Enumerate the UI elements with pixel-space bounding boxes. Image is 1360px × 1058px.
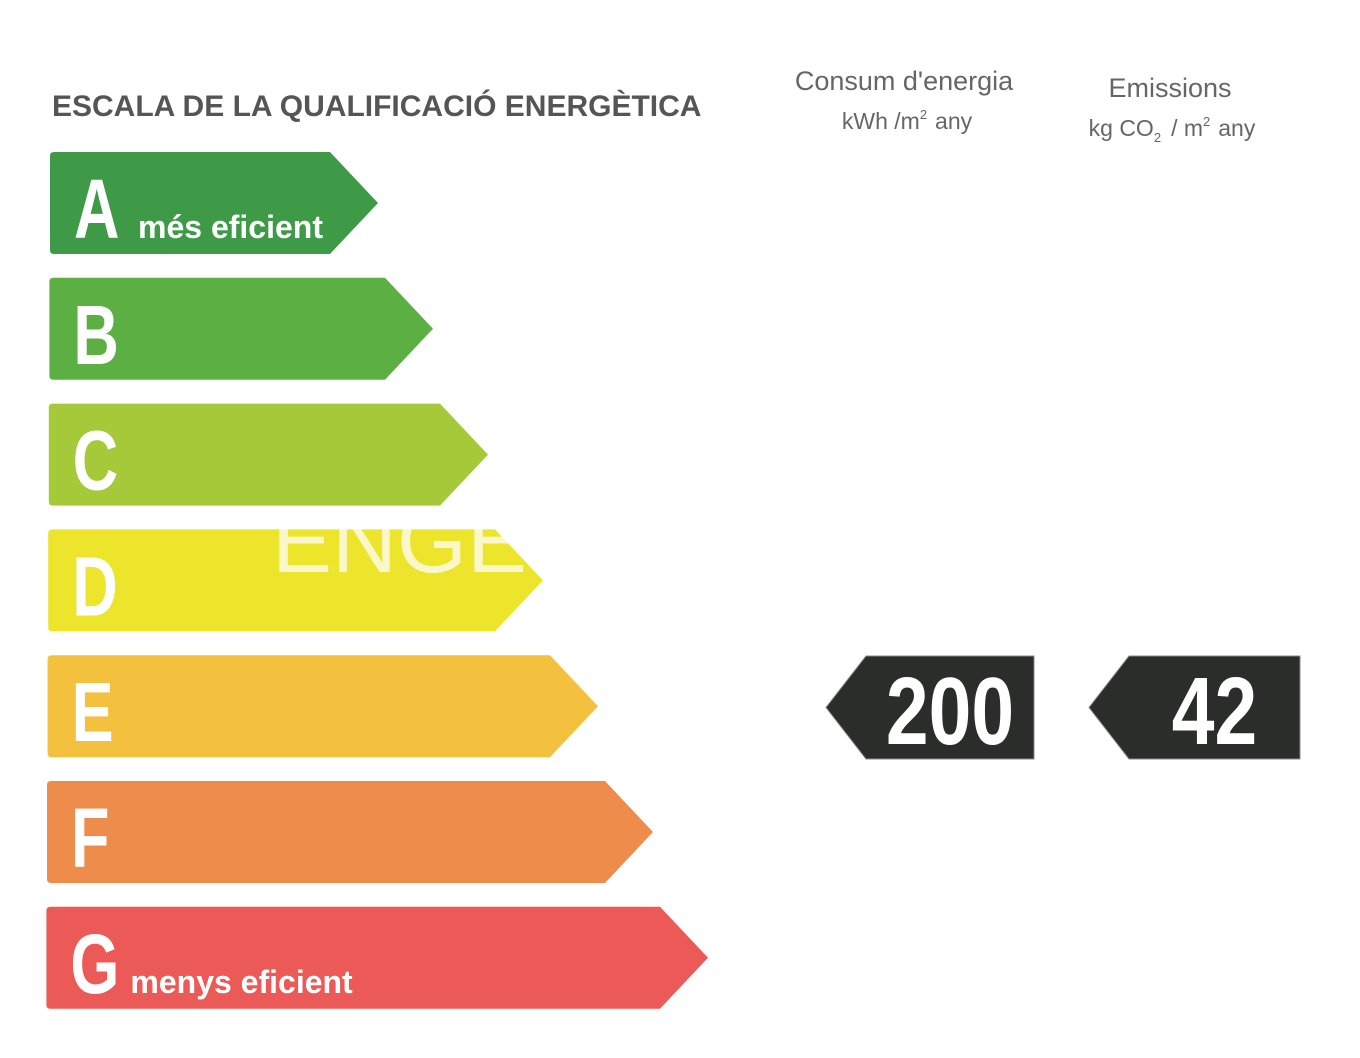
unit-text: any bbox=[1218, 115, 1256, 141]
consumption-unit: kWh /m2 any bbox=[842, 107, 973, 134]
class-arrow bbox=[49, 277, 434, 380]
emissions-title: Emissions bbox=[1108, 73, 1231, 103]
class-label: més eficient bbox=[138, 209, 323, 245]
class-letter: D bbox=[72, 540, 118, 634]
unit-sup: 2 bbox=[1203, 114, 1210, 129]
title: ESCALA DE LA QUALIFICACIÓ ENERGÈTICA bbox=[52, 89, 701, 123]
rating-value: 200 bbox=[886, 658, 1014, 765]
unit-text: kWh /m bbox=[842, 108, 920, 134]
emissions-unit: kg CO2/ m2 any bbox=[1089, 114, 1256, 145]
consumption-title: Consum d'energia bbox=[795, 66, 1014, 96]
class-arrow bbox=[47, 655, 599, 758]
class-arrow bbox=[47, 781, 653, 883]
class-arrow bbox=[48, 403, 489, 506]
class-letter: B bbox=[73, 288, 119, 382]
unit-sub: 2 bbox=[1154, 130, 1161, 145]
unit-sup: 2 bbox=[920, 107, 927, 122]
watermark: ENGE bbox=[272, 492, 527, 592]
unit-text: / m bbox=[1171, 115, 1203, 141]
class-arrow bbox=[48, 529, 543, 632]
class-letter: E bbox=[72, 665, 114, 759]
rating-badge bbox=[825, 655, 1035, 760]
class-label: menys eficient bbox=[130, 964, 353, 1000]
class-letter: G bbox=[70, 917, 119, 1011]
rating-badge bbox=[1088, 655, 1301, 760]
class-arrow bbox=[46, 906, 708, 1009]
class-letter: C bbox=[73, 414, 119, 508]
class-arrow bbox=[50, 152, 378, 254]
class-letter: F bbox=[71, 791, 109, 885]
rating-value: 42 bbox=[1172, 658, 1257, 765]
class-letter: A bbox=[74, 162, 120, 256]
unit-text: kg CO bbox=[1089, 115, 1154, 141]
unit-text: any bbox=[935, 108, 973, 134]
